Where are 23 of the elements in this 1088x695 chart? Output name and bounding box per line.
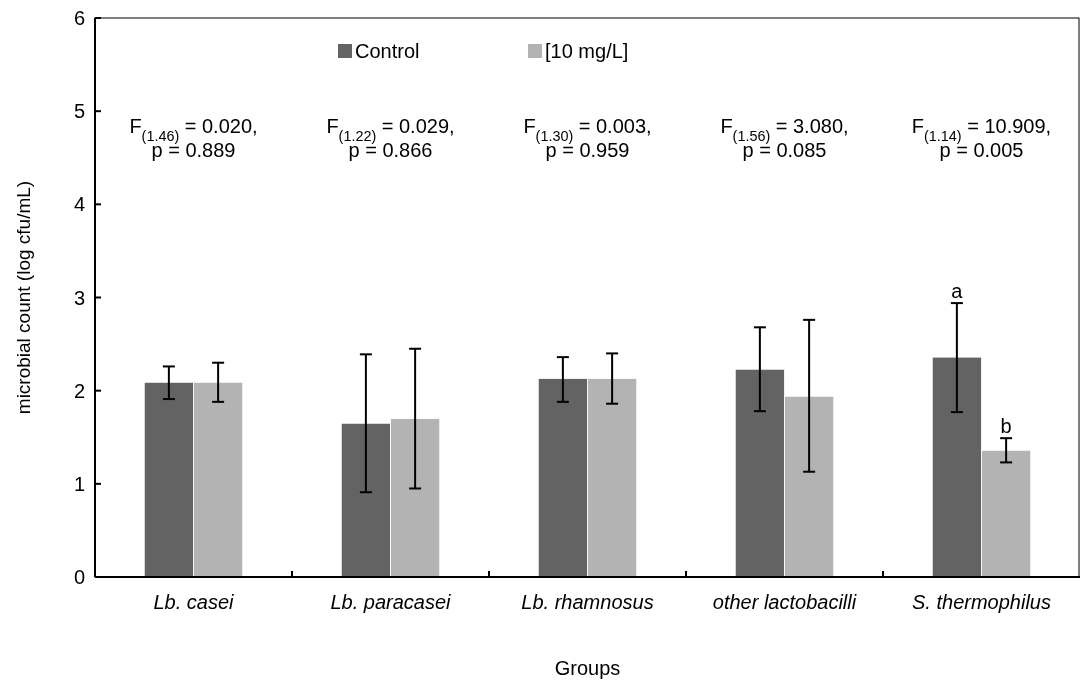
annotation: F$_{(1.14)}$ = 10.909, p = 0.005	[911, 115, 1052, 162]
x-tick-label: Lb. paracasei	[330, 591, 452, 613]
x-tick-label: Lb. rhamnosus	[521, 591, 654, 613]
y-tick-label: 6	[73, 7, 85, 29]
annotation: F$_{(1.56)}$ = 3.080, p = 0.085	[720, 115, 849, 162]
annotation: F$_{(1.22)}$ = 0.029, p = 0.866	[326, 115, 455, 162]
x-tick-label: S. thermophilus	[912, 591, 1051, 613]
y-tick-label: 4	[73, 193, 85, 216]
annotation: F$_{(1.30)}$ = 0.003, p = 0.959	[523, 115, 652, 162]
y-tick-label: 5	[73, 100, 85, 123]
y-tick-label: 2	[73, 379, 85, 402]
annotation: a	[951, 280, 964, 303]
x-axis-title: Groups	[554, 657, 621, 679]
y-tick-label: 0	[73, 566, 85, 588]
legend-label: Control	[355, 40, 420, 62]
x-tick-label: other lactobacilli	[712, 591, 857, 613]
x-tick-label: Lb. casei	[153, 591, 235, 613]
legend-label: [10 mg/L]	[545, 40, 629, 62]
annotation: b	[1000, 415, 1012, 438]
y-axis-title: microbial count (log cfu/mL)	[13, 180, 34, 415]
annotation: F$_{(1.46)}$ = 0.020, p = 0.889	[129, 115, 258, 162]
y-tick-label: 1	[73, 472, 85, 495]
y-tick-label: 3	[73, 286, 85, 309]
